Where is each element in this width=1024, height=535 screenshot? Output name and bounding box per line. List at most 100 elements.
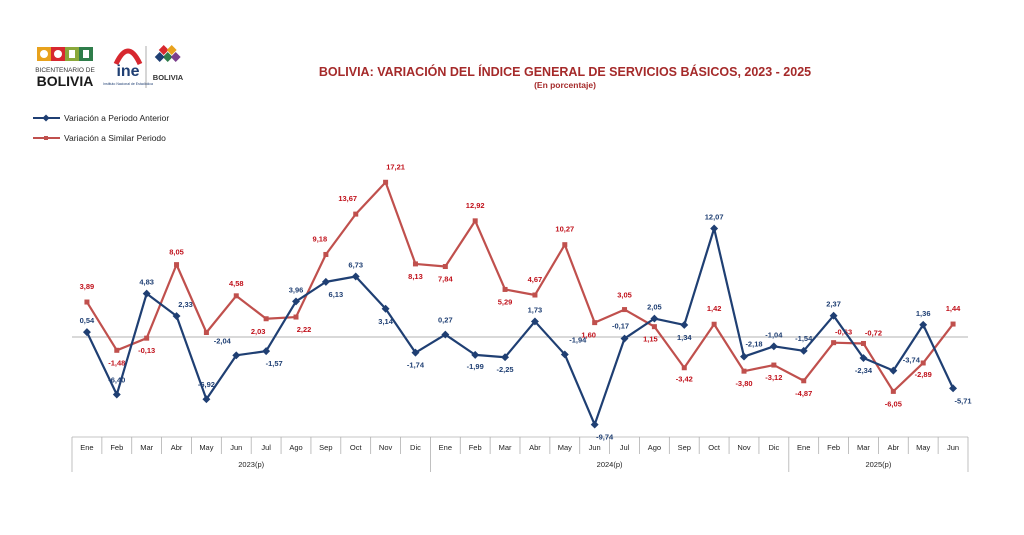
data-label-similar-periodo: 7,84: [438, 275, 453, 284]
series-line-periodo-anterior: [85, 227, 955, 426]
data-label-periodo-anterior: -1,04: [765, 330, 783, 339]
data-point-similar-periodo: [144, 335, 150, 341]
x-tick-label: Abr: [887, 443, 899, 452]
data-label-periodo-anterior: -1,54: [795, 334, 813, 343]
data-label-similar-periodo: 1,60: [581, 331, 596, 340]
data-point-periodo-anterior: [321, 277, 330, 286]
data-label-periodo-anterior: -2,25: [497, 365, 514, 374]
x-tick-label: Dic: [410, 443, 421, 452]
data-label-similar-periodo: -0,72: [865, 328, 882, 337]
x-group-label: 2025(p): [865, 460, 891, 469]
x-tick-label: Sep: [678, 443, 691, 452]
x-tick-label: May: [558, 443, 572, 452]
data-point-similar-periodo: [412, 261, 418, 267]
data-label-similar-periodo: -1,48: [108, 358, 125, 367]
data-label-periodo-anterior: 12,07: [705, 212, 724, 221]
data-point-similar-periodo: [681, 365, 687, 371]
data-label-similar-periodo: 1,42: [707, 304, 722, 313]
legend-label-series-2: Variación a Similar Periodo: [64, 133, 166, 143]
data-label-periodo-anterior: -5,71: [955, 396, 972, 405]
data-point-similar-periodo: [84, 299, 90, 305]
data-point-periodo-anterior: [949, 384, 958, 393]
data-label-similar-periodo: 3,05: [617, 291, 632, 300]
data-point-similar-periodo: [741, 368, 747, 374]
data-point-periodo-anterior: [799, 346, 808, 355]
data-label-periodo-anterior: 1,73: [528, 305, 543, 314]
legend-item-series-1: Variación a Periodo Anterior: [33, 113, 169, 123]
x-tick-label: Abr: [171, 443, 183, 452]
data-point-periodo-anterior: [710, 224, 719, 233]
data-point-similar-periodo: [442, 264, 448, 270]
chart-subtitle: (En porcentaje): [534, 80, 596, 90]
data-point-periodo-anterior: [232, 351, 241, 360]
data-label-periodo-anterior: -1,94: [569, 335, 587, 344]
data-label-periodo-anterior: 1,36: [916, 309, 931, 318]
data-point-periodo-anterior: [411, 348, 420, 357]
data-point-similar-periodo: [651, 324, 657, 330]
data-label-periodo-anterior: -6,92: [198, 380, 215, 389]
x-tick-label: Mar: [857, 443, 870, 452]
data-point-similar-periodo: [592, 320, 598, 326]
x-tick-label: May: [199, 443, 213, 452]
legend-item-series-2: Variación a Similar Periodo: [33, 133, 166, 143]
x-tick-label: Jun: [230, 443, 242, 452]
data-point-similar-periodo: [801, 378, 807, 384]
x-tick-label: Feb: [110, 443, 123, 452]
data-label-similar-periodo: 12,92: [466, 201, 485, 210]
data-point-similar-periodo: [472, 218, 478, 224]
data-point-periodo-anterior: [650, 314, 659, 323]
data-point-similar-periodo: [293, 314, 299, 320]
logo-bolivia-text: BOLIVIA: [153, 73, 184, 82]
chart-title: BOLIVIA: VARIACIÓN DEL ÍNDICE GENERAL DE…: [319, 64, 811, 79]
logo-bicentenario: BICENTENARIO DE BOLIVIA: [35, 47, 95, 89]
logo-ine-sub: Instituto Nacional de Estadística: [103, 82, 153, 86]
data-point-periodo-anterior: [560, 350, 569, 359]
logo-bolivia-coat: BOLIVIA: [153, 45, 184, 82]
data-label-periodo-anterior: -6,40: [108, 376, 125, 385]
data-point-periodo-anterior: [680, 320, 689, 329]
data-label-similar-periodo: 8,13: [408, 272, 423, 281]
data-point-periodo-anterior: [740, 352, 748, 361]
data-label-similar-periodo: -0,13: [138, 346, 155, 355]
data-point-periodo-anterior: [112, 390, 121, 399]
data-label-periodo-anterior: 0,54: [80, 316, 95, 325]
data-label-periodo-anterior: 2,05: [647, 303, 662, 312]
data-label-similar-periodo: 1,44: [946, 304, 961, 313]
logo-bicentenario-line2: BOLIVIA: [37, 73, 94, 89]
x-tick-label: Jun: [947, 443, 959, 452]
data-point-similar-periodo: [562, 242, 568, 248]
data-point-similar-periodo: [502, 286, 508, 292]
data-label-periodo-anterior: -2,34: [855, 366, 873, 375]
x-tick-label: Jul: [620, 443, 630, 452]
data-label-periodo-anterior: 6,13: [329, 290, 344, 299]
data-point-similar-periodo: [233, 293, 239, 299]
data-label-similar-periodo: 8,05: [169, 248, 184, 257]
data-point-similar-periodo: [114, 347, 120, 353]
data-label-similar-periodo: -3,80: [735, 379, 752, 388]
data-point-periodo-anterior: [769, 342, 778, 351]
data-point-similar-periodo: [771, 362, 777, 368]
x-tick-label: Feb: [469, 443, 482, 452]
series-line-similar-periodo: [85, 181, 954, 393]
x-tick-label: Ago: [648, 443, 661, 452]
x-tick-label: Sep: [319, 443, 332, 452]
data-label-periodo-anterior: 3,96: [289, 285, 304, 294]
x-tick-label: Dic: [768, 443, 779, 452]
data-point-periodo-anterior: [82, 328, 91, 337]
data-label-similar-periodo: 3,89: [80, 282, 95, 291]
logo-ine: ine Instituto Nacional de Estadística: [103, 48, 153, 86]
logo-ine-text: ine: [116, 63, 139, 80]
data-point-similar-periodo: [383, 179, 389, 185]
data-point-periodo-anterior: [501, 353, 510, 362]
data-label-similar-periodo: 2,03: [251, 327, 266, 336]
data-label-similar-periodo: 9,18: [313, 234, 328, 243]
data-label-periodo-anterior: 2,37: [826, 300, 841, 309]
data-label-similar-periodo: -3,12: [765, 373, 782, 382]
data-label-similar-periodo: 10,27: [555, 225, 574, 234]
data-point-similar-periodo: [174, 262, 180, 268]
data-point-similar-periodo: [920, 360, 926, 366]
data-label-similar-periodo: 13,67: [338, 194, 357, 203]
data-point-periodo-anterior: [351, 272, 360, 281]
legend-label-series-1: Variación a Periodo Anterior: [64, 113, 169, 123]
